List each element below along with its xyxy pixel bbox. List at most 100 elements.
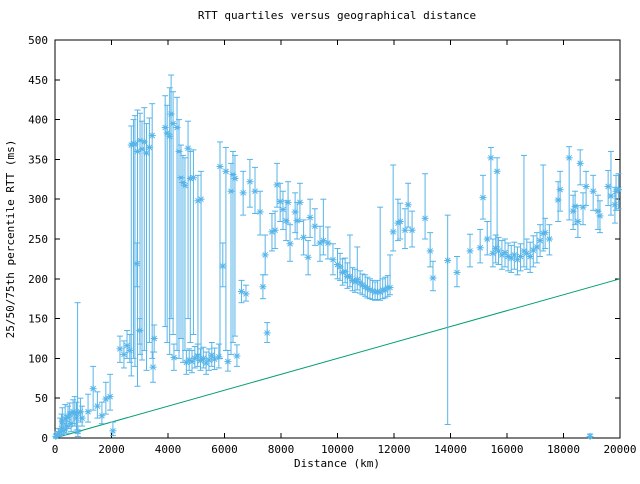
asterisk-marker bbox=[90, 385, 96, 392]
rtt-errorbar-point bbox=[163, 104, 171, 343]
y-tick-label: 300 bbox=[28, 193, 48, 206]
asterisk-marker bbox=[307, 214, 313, 221]
asterisk-marker bbox=[490, 250, 496, 257]
y-tick-label: 150 bbox=[28, 313, 48, 326]
asterisk-marker bbox=[495, 248, 502, 254]
rtt-errorbar-point bbox=[300, 219, 308, 256]
rtt-errorbar-point bbox=[536, 224, 544, 258]
asterisk-marker bbox=[223, 168, 229, 175]
rtt-errorbar-point bbox=[517, 243, 525, 272]
rtt-errorbar-point bbox=[483, 220, 491, 256]
rtt-errorbar-point bbox=[138, 120, 146, 361]
asterisk-marker bbox=[240, 189, 246, 196]
rtt-errorbar-point bbox=[565, 146, 573, 221]
rtt-errorbar-point bbox=[316, 225, 324, 262]
asterisk-marker bbox=[577, 160, 584, 167]
x-tick-label: 18000 bbox=[547, 443, 580, 456]
asterisk-marker bbox=[534, 244, 540, 250]
y-axis-label: 25/50/75th percentile RTT (ms) bbox=[4, 140, 17, 339]
rtt-errorbar-point bbox=[510, 241, 518, 270]
asterisk-marker bbox=[85, 408, 91, 415]
rtt-errorbar-point bbox=[251, 166, 259, 215]
chart-title: RTT quartiles versus geographical distan… bbox=[198, 9, 476, 22]
asterisk-marker bbox=[511, 252, 518, 258]
rtt-errorbar-point bbox=[479, 174, 487, 220]
x-tick-label: 0 bbox=[52, 443, 59, 456]
y-tick-label: 50 bbox=[35, 392, 48, 405]
rtt-errorbar-point bbox=[219, 242, 227, 288]
asterisk-marker bbox=[337, 264, 343, 270]
rtt-errorbar-point bbox=[421, 173, 429, 240]
asterisk-marker bbox=[164, 130, 171, 136]
rtt-errorbar-point bbox=[284, 181, 292, 224]
asterisk-marker bbox=[185, 145, 191, 152]
rtt-errorbar-point bbox=[246, 158, 254, 208]
asterisk-marker bbox=[143, 150, 150, 156]
rtt-errorbar-point bbox=[582, 170, 590, 207]
rtt-errorbar-point bbox=[259, 274, 267, 300]
y-tick-label: 400 bbox=[28, 114, 48, 127]
asterisk-marker bbox=[430, 275, 436, 281]
rtt-errorbar-point bbox=[541, 217, 549, 250]
asterisk-marker bbox=[546, 236, 553, 242]
rtt-errorbar-point bbox=[194, 174, 202, 355]
rtt-errorbar-point bbox=[170, 343, 178, 371]
y-tick-label: 450 bbox=[28, 74, 48, 87]
axis-tick-labels: 0 2000 4000 6000 8000 10000 12000 14000 16000 180… bbox=[28, 34, 636, 456]
rtt-errorbar-point bbox=[271, 210, 279, 250]
asterisk-marker bbox=[217, 163, 223, 170]
rtt-errorbar-point bbox=[493, 157, 501, 248]
asterisk-marker bbox=[566, 154, 573, 161]
plot-axes bbox=[54, 39, 621, 439]
asterisk-marker bbox=[257, 209, 263, 215]
asterisk-marker bbox=[390, 228, 397, 235]
asterisk-marker bbox=[194, 353, 201, 359]
asterisk-marker bbox=[484, 236, 491, 242]
asterisk-marker bbox=[605, 183, 611, 190]
y-tick-label: 0 bbox=[41, 432, 48, 445]
asterisk-marker bbox=[94, 403, 101, 410]
asterisk-marker bbox=[409, 227, 415, 234]
rtt-errorbar-point bbox=[184, 120, 192, 320]
rtt-errorbar-point bbox=[586, 432, 594, 440]
rtt-errorbar-point bbox=[612, 174, 620, 211]
rtt-errorbar-point bbox=[256, 190, 264, 236]
rtt-errorbar-point bbox=[116, 335, 124, 363]
asterisk-marker bbox=[277, 198, 284, 205]
rtt-errorbar-point bbox=[576, 149, 584, 186]
rtt-errorbar-point bbox=[181, 157, 189, 351]
asterisk-marker bbox=[280, 206, 286, 213]
asterisk-marker bbox=[527, 253, 534, 260]
asterisk-marker bbox=[608, 193, 614, 199]
asterisk-marker bbox=[402, 227, 408, 234]
asterisk-marker bbox=[537, 237, 543, 244]
asterisk-marker bbox=[294, 217, 300, 224]
asterisk-marker bbox=[488, 154, 494, 161]
asterisk-marker bbox=[171, 354, 177, 361]
rtt-errorbar-point bbox=[148, 103, 156, 359]
rtt-errorbar-point bbox=[324, 226, 332, 260]
rtt-errorbar-point bbox=[106, 373, 114, 411]
rtt-errorbar-point bbox=[529, 235, 537, 268]
asterisk-marker bbox=[107, 393, 113, 400]
asterisk-marker bbox=[134, 148, 141, 155]
asterisk-marker bbox=[397, 218, 404, 225]
asterisk-marker bbox=[387, 284, 393, 291]
y-tick-label: 200 bbox=[28, 273, 48, 286]
rtt-errorbar-point bbox=[523, 238, 531, 270]
asterisk-marker bbox=[575, 218, 581, 225]
rtt-errorbar-point bbox=[569, 194, 577, 230]
rtt-errorbar-point bbox=[222, 146, 230, 351]
rtt-errorbar-point bbox=[526, 241, 534, 273]
rtt-errorbar-point bbox=[109, 421, 117, 437]
rtt-errorbar-point bbox=[231, 154, 239, 337]
asterisk-marker bbox=[467, 248, 473, 254]
rtt-errorbar-point bbox=[311, 208, 319, 246]
asterisk-marker bbox=[444, 257, 451, 264]
asterisk-marker bbox=[198, 196, 204, 203]
rtt-errorbar-point bbox=[233, 344, 241, 367]
asterisk-marker bbox=[232, 175, 238, 182]
rtt-errorbar-point bbox=[615, 173, 623, 210]
asterisk-marker bbox=[252, 188, 258, 195]
